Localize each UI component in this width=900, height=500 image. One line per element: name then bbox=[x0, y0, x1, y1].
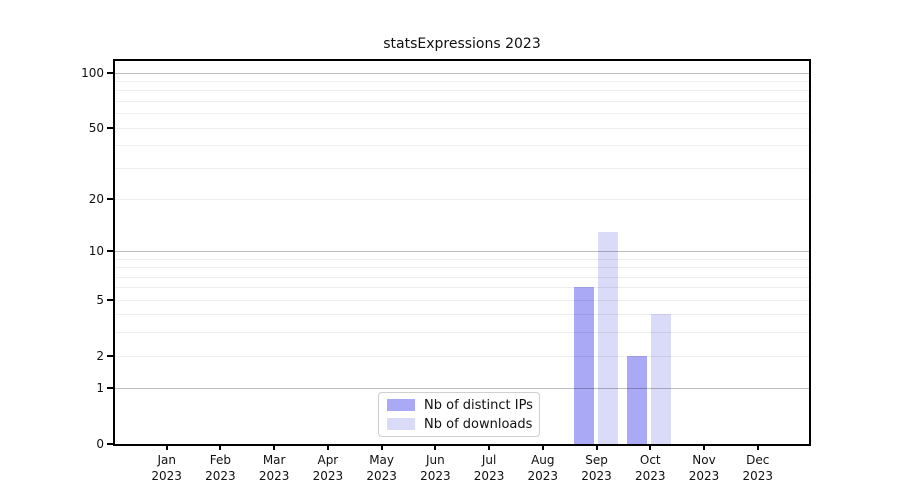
y-tick bbox=[107, 197, 114, 200]
minor-gridline bbox=[114, 113, 810, 115]
minor-gridline bbox=[114, 198, 810, 200]
bar-sep-2023-nb-of-distinct-ips bbox=[573, 287, 594, 444]
x-tick bbox=[649, 444, 652, 450]
major-gridline bbox=[114, 72, 810, 74]
x-tick-label: Jul 2023 bbox=[473, 453, 505, 483]
bar-oct-2023-nb-of-downloads bbox=[651, 314, 672, 444]
x-tick bbox=[595, 444, 598, 450]
minor-gridline bbox=[114, 127, 810, 129]
y-tick-label: 20 bbox=[88, 191, 104, 206]
y-tick bbox=[107, 71, 114, 74]
y-tick-label: 5 bbox=[96, 292, 104, 307]
y-tick bbox=[107, 298, 114, 301]
legend-swatch-distinct-ips-icon bbox=[387, 399, 415, 411]
y-tick-label: 50 bbox=[88, 120, 104, 135]
y-tick-label: 10 bbox=[88, 243, 104, 258]
y-tick bbox=[107, 354, 114, 357]
y-tick bbox=[107, 249, 114, 252]
legend-swatch-downloads-icon bbox=[387, 418, 415, 430]
y-tick bbox=[107, 387, 114, 390]
minor-gridline bbox=[114, 145, 810, 147]
minor-gridline bbox=[114, 80, 810, 82]
x-tick-label: Nov 2023 bbox=[688, 453, 720, 483]
x-tick-label: May 2023 bbox=[366, 453, 397, 483]
y-tick-label: 0 bbox=[96, 437, 104, 451]
minor-gridline bbox=[114, 267, 810, 269]
minor-gridline bbox=[114, 287, 810, 289]
chart-title: statsExpressions 2023 bbox=[383, 36, 541, 52]
x-tick bbox=[165, 444, 168, 450]
y-tick-label: 1 bbox=[96, 381, 104, 396]
legend-label-downloads: Nb of downloads bbox=[424, 416, 533, 432]
x-tick bbox=[756, 444, 759, 450]
minor-gridline bbox=[114, 100, 810, 102]
major-gridline bbox=[114, 250, 810, 252]
minor-gridline bbox=[114, 355, 810, 357]
y-tick-label: 100 bbox=[81, 65, 104, 80]
x-tick bbox=[434, 444, 437, 450]
y-tick bbox=[107, 126, 114, 129]
minor-gridline bbox=[114, 90, 810, 92]
x-tick-label: Dec 2023 bbox=[742, 453, 773, 483]
bar-oct-2023-nb-of-distinct-ips bbox=[627, 355, 648, 444]
legend-item: Nb of distinct IPs bbox=[387, 397, 533, 413]
x-tick-label: Mar 2023 bbox=[258, 453, 290, 483]
minor-gridline bbox=[114, 299, 810, 301]
x-tick-label: Apr 2023 bbox=[312, 453, 344, 483]
x-tick bbox=[380, 444, 383, 450]
x-tick-label: Jan 2023 bbox=[151, 453, 182, 483]
x-tick bbox=[273, 444, 276, 450]
x-tick-label: Sep 2023 bbox=[581, 453, 612, 483]
minor-gridline bbox=[114, 314, 810, 316]
y-tick bbox=[107, 443, 114, 445]
major-gridline bbox=[114, 388, 810, 390]
legend: Nb of distinct IPs Nb of downloads bbox=[378, 392, 540, 437]
x-tick bbox=[541, 444, 544, 450]
x-tick bbox=[326, 444, 329, 450]
plot-area bbox=[114, 60, 810, 444]
x-tick-label: Oct 2023 bbox=[634, 453, 666, 483]
x-tick bbox=[488, 444, 491, 450]
minor-gridline bbox=[114, 332, 810, 334]
x-tick-label: Jun 2023 bbox=[420, 453, 451, 483]
y-tick-label: 2 bbox=[96, 348, 104, 363]
bar-sep-2023-nb-of-downloads bbox=[597, 231, 618, 444]
minor-gridline bbox=[114, 276, 810, 278]
legend-item: Nb of downloads bbox=[387, 416, 533, 432]
x-tick bbox=[703, 444, 705, 450]
minor-gridline bbox=[114, 167, 810, 169]
x-tick-label: Feb 2023 bbox=[205, 453, 236, 483]
x-tick-label: Aug 2023 bbox=[527, 453, 559, 483]
minor-gridline bbox=[114, 258, 810, 260]
x-tick bbox=[219, 444, 222, 450]
legend-label-distinct-ips: Nb of distinct IPs bbox=[424, 397, 533, 413]
